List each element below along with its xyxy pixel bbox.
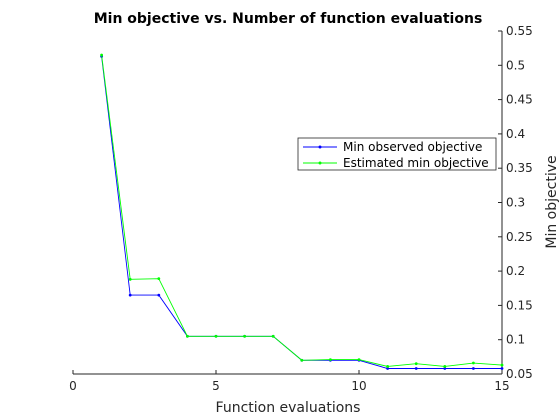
data-point [414, 362, 418, 366]
y-tick-label: 0.5 [506, 58, 525, 72]
data-point [414, 367, 418, 370]
series-line-estimated-min-objective [101, 54, 503, 367]
x-ticks: 0 5 10 15 [69, 370, 510, 393]
chart-title: Min objective vs. Number of function eva… [94, 11, 483, 27]
series-layer [100, 53, 504, 370]
series-estimated-min-objective [100, 53, 504, 368]
data-point [157, 277, 161, 281]
x-axis-label: Function evaluations [216, 400, 361, 416]
data-point [271, 334, 275, 338]
data-point [500, 363, 504, 367]
plot-area: 0 5 10 15 0.050.10.150.20.250.30.350.40.450… [69, 24, 533, 393]
y-tick-label: 0.1 [506, 333, 525, 347]
data-point [386, 367, 389, 370]
x-tick-label: 5 [212, 379, 220, 393]
y-tick-label: 0.4 [506, 127, 525, 141]
y-tick-label: 0.05 [506, 367, 533, 381]
data-point [329, 358, 332, 361]
legend-label: Estimated min objective [343, 156, 489, 170]
data-point [472, 367, 475, 370]
legend-label: Min observed objective [343, 140, 482, 154]
y-tick-label: 0.2 [506, 264, 525, 278]
legend-marker [318, 161, 322, 165]
y-ticks: 0.05 0.1 0.15 0.2 0.25 0.3 0.35 0.4 0.45 0.5 0.55 [498, 24, 533, 381]
y-tick-label: 0.25 [506, 230, 533, 244]
y-tick-label: 0.45 [506, 93, 533, 107]
y-tick-label: 0.35 [506, 161, 533, 175]
data-point [357, 358, 361, 361]
data-point [128, 277, 132, 281]
data-point [443, 365, 447, 368]
data-point [214, 334, 218, 338]
data-point [157, 293, 161, 297]
x-tick-label: 0 [69, 379, 77, 393]
data-point [100, 53, 103, 57]
x-tick-label: 10 [351, 379, 366, 393]
data-point [186, 334, 189, 338]
data-point [128, 293, 132, 297]
y-axis-label: Min objective [544, 155, 560, 248]
data-point [472, 361, 475, 365]
legend-box [297, 137, 497, 171]
y-tick-label: 0.15 [506, 298, 533, 312]
legend-items: Min observed objective Estimated min obje… [303, 140, 489, 170]
data-point [443, 367, 447, 370]
x-tick-label: 15 [494, 379, 509, 393]
data-point [243, 334, 247, 338]
data-point [386, 365, 389, 368]
data-point [300, 358, 304, 362]
y-tick-label: 0.55 [506, 24, 533, 38]
series-line-min-observed-objective [101, 56, 502, 369]
data-point [500, 367, 504, 370]
y-tick-label: 0.3 [506, 196, 525, 210]
legend: Min observed objective Estimated min obje… [297, 137, 497, 171]
series-min-observed-objective [100, 54, 504, 370]
legend-marker [318, 145, 322, 149]
